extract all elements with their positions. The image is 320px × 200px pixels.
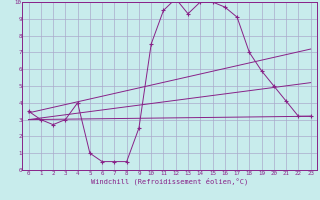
X-axis label: Windchill (Refroidissement éolien,°C): Windchill (Refroidissement éolien,°C) <box>91 177 248 185</box>
